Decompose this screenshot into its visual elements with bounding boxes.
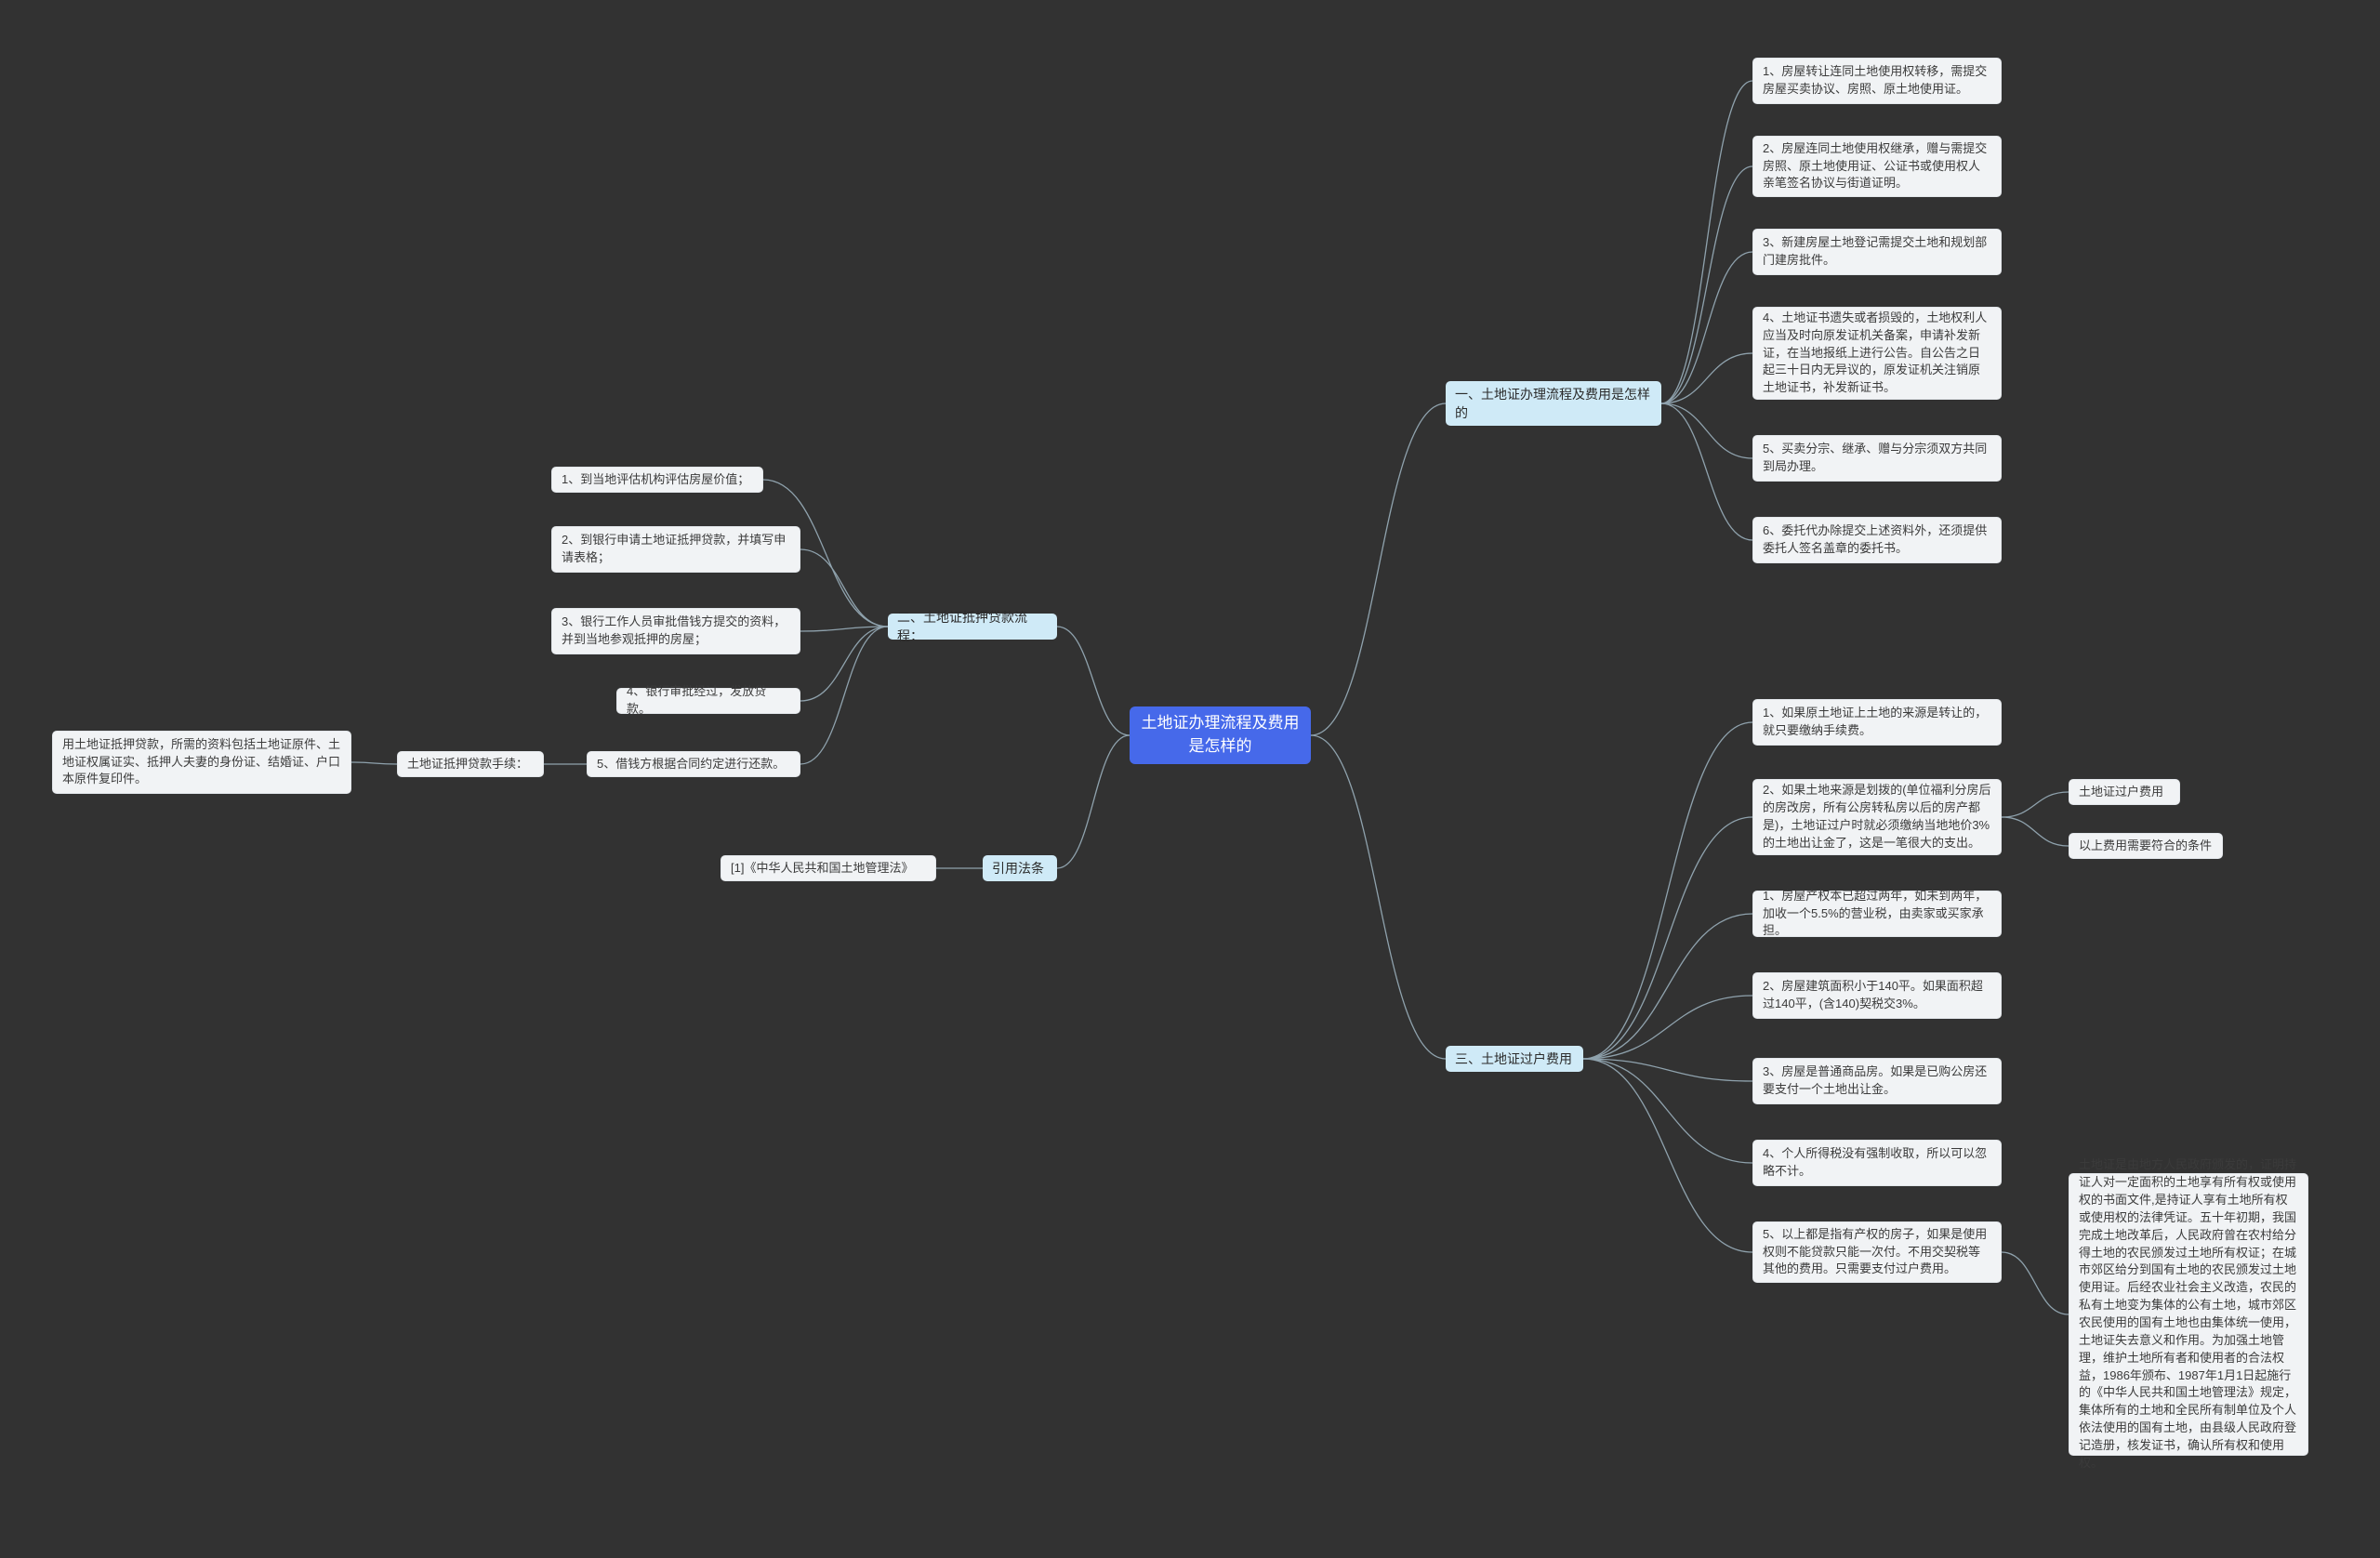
node-r2c1: 1、如果原土地证上土地的来源是转让的，就只要缴纳手续费。 [1752,699,2002,746]
node-l1c5: 5、借钱方根据合同约定进行还款。 [587,751,800,777]
node-r1c3: 3、新建房屋土地登记需提交土地和规划部门建房批件。 [1752,229,2002,275]
node-r1c2: 2、房屋连同土地使用权继承，赠与需提交房照、原土地使用证、公证书或使用权人亲笔签… [1752,136,2002,197]
node-r2c7: 5、以上都是指有产权的房子，如果是使用权则不能贷款只能一次付。不用交契税等其他的… [1752,1221,2002,1283]
node-l1c5a: 土地证抵押贷款手续： [397,751,544,777]
node-r1c6: 6、委托代办除提交上述资料外，还须提供委托人签名盖章的委托书。 [1752,517,2002,563]
node-r2c2a: 土地证过户费用 [2069,779,2180,805]
node-l1c4: 4、银行审批经过，发放贷款。 [616,688,800,714]
node-l1c3: 3、银行工作人员审批借钱方提交的资料，并到当地参观抵押的房屋； [551,608,800,654]
node-l1c1: 1、到当地评估机构评估房屋价值； [551,467,763,493]
node-r1: 一、土地证办理流程及费用是怎样的 [1446,381,1661,426]
node-r1c5: 5、买卖分宗、继承、赠与分宗须双方共同到局办理。 [1752,435,2002,482]
node-root: 土地证办理流程及费用是怎样的 [1130,706,1311,764]
node-r2: 三、土地证过户费用 [1446,1046,1583,1072]
node-r1c1: 1、房屋转让连同土地使用权转移，需提交房屋买卖协议、房照、原土地使用证。 [1752,58,2002,104]
node-r1c4: 4、土地证书遗失或者损毁的，土地权利人应当及时向原发证机关备案，申请补发新证，在… [1752,307,2002,400]
node-l1c2: 2、到银行申请土地证抵押贷款，并填写申请表格； [551,526,800,573]
node-r2c7a: 土地证是由地方人民政府颁发的，证明持证人对一定面积的土地享有所有权或使用权的书面… [2069,1173,2308,1456]
connector-lines [0,0,2380,1558]
node-l1c5a1: 用土地证抵押贷款，所需的资料包括土地证原件、土地证权属证实、抵押人夫妻的身份证、… [52,731,351,794]
node-r2c4: 2、房屋建筑面积小于140平。如果面积超过140平，(含140)契税交3%。 [1752,972,2002,1019]
node-l2c1: [1]《中华人民共和国土地管理法》 [721,855,936,881]
node-r2c2: 2、如果土地来源是划拨的(单位福利分房后的房改房，所有公房转私房以后的房产都是)… [1752,779,2002,855]
node-r2c5: 3、房屋是普通商品房。如果是已购公房还要支付一个土地出让金。 [1752,1058,2002,1104]
node-l1: 二、土地证抵押贷款流程： [888,614,1057,640]
node-l2: 引用法条 [983,855,1057,881]
node-r2c2b: 以上费用需要符合的条件 [2069,833,2223,859]
node-r2c3: 1、房屋产权本已超过两年，如未到两年，加收一个5.5%的营业税，由卖家或买家承担… [1752,891,2002,937]
node-r2c6: 4、个人所得税没有强制收取，所以可以忽略不计。 [1752,1140,2002,1186]
